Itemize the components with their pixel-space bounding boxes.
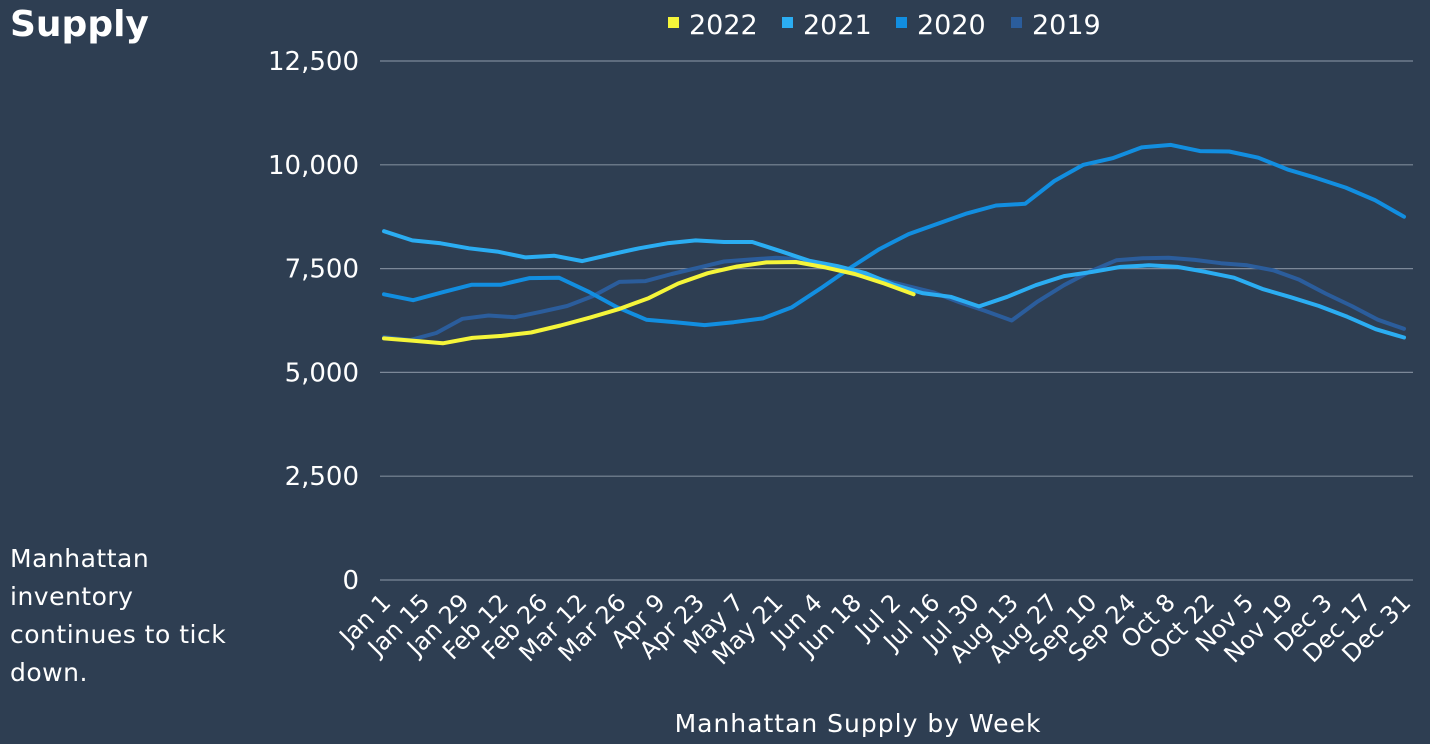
y-tick-label: 0 bbox=[342, 566, 359, 596]
series-line-2021 bbox=[382, 229, 1406, 340]
slide-caption: Manhattan inventory continues to tick do… bbox=[10, 544, 227, 687]
x-axis-label: Manhattan Supply by Week bbox=[675, 709, 1042, 738]
y-tick-label: 10,000 bbox=[268, 151, 359, 181]
y-tick-label: 7,500 bbox=[285, 255, 359, 285]
legend-label-2021: 2021 bbox=[803, 10, 872, 41]
series-line-2020 bbox=[382, 142, 1406, 328]
legend-label-2019: 2019 bbox=[1032, 10, 1101, 41]
legend-swatch-2022 bbox=[668, 17, 679, 28]
legend-label-2020: 2020 bbox=[917, 10, 986, 41]
series-line-2019 bbox=[382, 255, 1406, 342]
y-tick-label: 12,500 bbox=[268, 47, 359, 77]
y-tick-label: 2,500 bbox=[285, 462, 359, 492]
legend-label-2022: 2022 bbox=[689, 10, 758, 41]
chart-legend: 2022 2021 2020 2019 bbox=[668, 10, 1101, 41]
legend-swatch-2019 bbox=[1011, 17, 1022, 28]
y-tick-label: 5,000 bbox=[285, 358, 359, 388]
legend-swatch-2021 bbox=[782, 17, 793, 28]
slide-title: Supply bbox=[10, 4, 149, 45]
chart-series-lines bbox=[382, 142, 1406, 346]
series-line-2022 bbox=[382, 260, 916, 346]
chart-gridlines bbox=[380, 60, 1413, 581]
y-axis-ticks: 0 2,500 5,000 7,500 10,000 12,500 bbox=[268, 47, 359, 596]
legend-swatch-2020 bbox=[896, 17, 907, 28]
